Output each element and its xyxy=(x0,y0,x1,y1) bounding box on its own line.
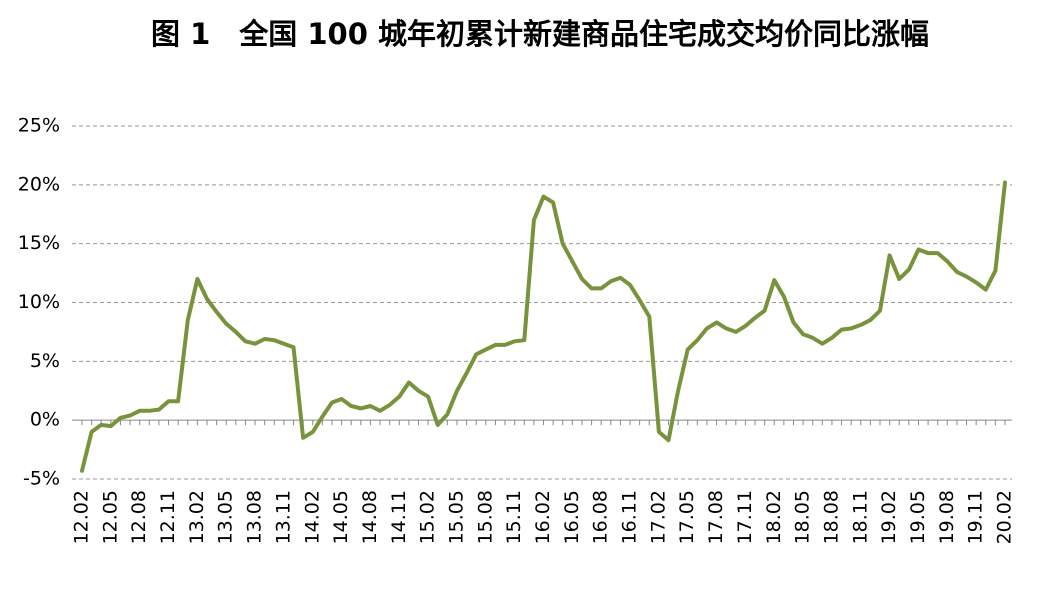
x-tick-label: 18.05 xyxy=(792,490,814,544)
y-tick-label: 5% xyxy=(30,350,60,372)
data-line xyxy=(80,180,1007,473)
x-tick-label: 14.11 xyxy=(388,490,410,544)
x-tick-label: 15.11 xyxy=(503,490,525,544)
x-tick-label: 16.02 xyxy=(532,490,554,544)
x-tick-label: 16.05 xyxy=(561,490,583,544)
x-tick-label: 17.11 xyxy=(734,490,756,544)
x-tick-label: 16.11 xyxy=(619,490,641,544)
x-tick-label: 13.08 xyxy=(244,490,266,544)
y-tick-label: 15% xyxy=(18,232,60,254)
y-tick-label: 25% xyxy=(18,115,60,137)
x-tick-label: 13.05 xyxy=(215,490,237,544)
x-tick-label: 13.11 xyxy=(272,490,294,544)
y-tick-label: 20% xyxy=(18,173,60,195)
x-tick-label: 19.02 xyxy=(878,490,900,544)
x-tick-label: 12.11 xyxy=(157,490,179,544)
x-tick-label: 18.08 xyxy=(820,490,842,544)
chart-title: 图 1 全国 100 城年初累计新建商品住宅成交均价同比涨幅 xyxy=(151,17,929,51)
x-tick-label: 15.08 xyxy=(474,490,496,544)
x-tick-label: 15.02 xyxy=(417,490,439,544)
x-tick-label: 18.11 xyxy=(849,490,871,544)
x-tick-label: 14.02 xyxy=(301,490,323,544)
x-tick-label: 16.08 xyxy=(590,490,612,544)
x-tick-label: 19.08 xyxy=(936,490,958,544)
y-tick-label: 0% xyxy=(30,409,60,431)
x-tick-label: 20.02 xyxy=(994,490,1016,544)
y-tick-label: 10% xyxy=(18,291,60,313)
x-tick-label: 17.08 xyxy=(705,490,727,544)
x-tick-label: 17.05 xyxy=(676,490,698,544)
x-tick-label: 14.05 xyxy=(330,490,352,544)
x-tick-label: 17.02 xyxy=(647,490,669,544)
x-tick-label: 12.08 xyxy=(128,490,150,544)
x-tick-label: 19.05 xyxy=(907,490,929,544)
x-tick-label: 12.05 xyxy=(99,490,121,544)
y-tick-label: -5% xyxy=(23,468,60,490)
x-tick-label: 18.02 xyxy=(763,490,785,544)
x-tick-label: 12.02 xyxy=(71,490,93,544)
x-tick-label: 14.08 xyxy=(359,490,381,544)
x-tick-label: 13.02 xyxy=(186,490,208,544)
x-tick-label: 15.05 xyxy=(445,490,467,544)
x-tick-label: 19.11 xyxy=(965,490,987,544)
